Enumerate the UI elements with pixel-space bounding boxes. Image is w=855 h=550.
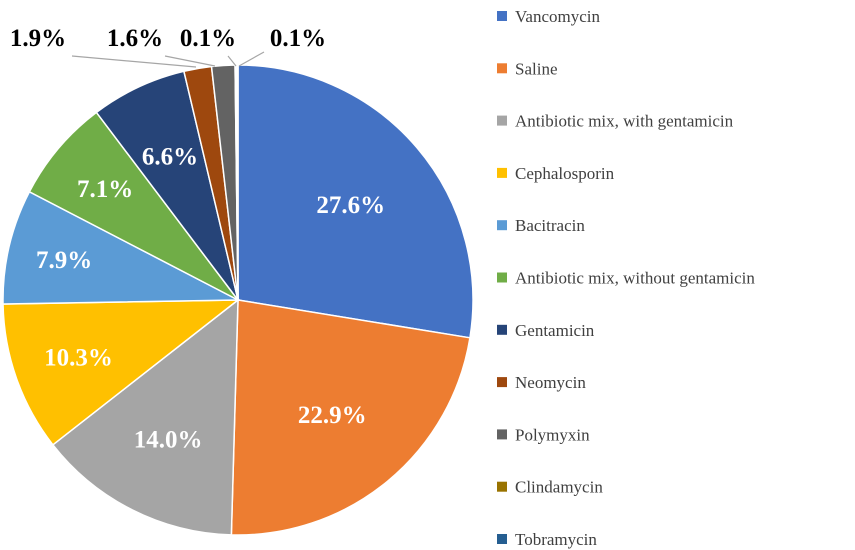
legend-swatch-antibiotic-mix-with-gentamicin (497, 115, 507, 126)
legend-swatch-cephalosporin (497, 167, 507, 178)
legend-label-neomycin: Neomycin (515, 373, 586, 392)
legend-swatch-bacitracin (497, 220, 507, 231)
pie-slices (2, 64, 474, 536)
legend-swatch-saline (497, 63, 507, 74)
legend-label-cephalosporin: Cephalosporin (515, 164, 615, 183)
legend-swatch-polymyxin (497, 429, 507, 440)
slice-label-vancomycin: 27.6% (316, 192, 385, 219)
slice-label-clindamycin: 0.1% (180, 25, 236, 52)
leader-line-tobramycin (238, 51, 265, 67)
legend-swatch-antibiotic-mix-without-gentamicin (497, 272, 507, 283)
pie-slice-tobramycin (235, 64, 239, 301)
pie-slice-antibiotic-mix-with-gentamicin (51, 298, 239, 536)
legend-swatch-vancomycin (497, 11, 507, 21)
slice-label-cephalosporin: 10.3% (44, 345, 113, 372)
legend-swatch-neomycin (497, 377, 507, 388)
pie-slice-saline (230, 299, 471, 536)
legend: Vancomycin Saline Antibiotic mix, with gen… (497, 7, 755, 549)
slice-label-antibiotic-mix-with-gentamicin: 14.0% (134, 426, 203, 453)
pie-slice-cephalosporin (2, 299, 241, 446)
leader-line-clindamycin (227, 55, 237, 67)
slice-label-antibiotic-mix-without-gentamicin: 7.1% (77, 176, 133, 203)
slice-label-gentamicin: 6.6% (142, 143, 198, 170)
leader-lines (71, 51, 265, 68)
legend-label-gentamicin: Gentamicin (515, 321, 595, 340)
legend-label-bacitracin: Bacitracin (515, 216, 585, 235)
leader-line-neomycin (71, 55, 197, 68)
slice-label-tobramycin: 0.1% (270, 25, 326, 52)
slice-label-neomycin: 1.9% (10, 25, 66, 52)
legend-label-antibiotic-mix-with-gentamicin: Antibiotic mix, with gentamicin (515, 112, 734, 131)
slice-label-bacitracin: 7.9% (36, 247, 92, 274)
legend-label-clindamycin: Clindamycin (515, 478, 603, 497)
slice-label-saline: 22.9% (298, 402, 367, 429)
pie-slice-vancomycin (237, 64, 474, 339)
legend-swatch-gentamicin (497, 324, 507, 335)
leader-line-polymyxin (164, 55, 216, 67)
legend-label-vancomycin: Vancomycin (515, 7, 600, 26)
legend-label-tobramycin: Tobramycin (515, 530, 597, 549)
legend-label-saline: Saline (515, 59, 558, 78)
legend-label-antibiotic-mix-without-gentamicin: Antibiotic mix, without gentamicin (515, 269, 755, 288)
slice-labels: 27.6% 22.9% 14.0% 10.3% 7.9% 7.1% 6.6% 1.9% 1.6%… (10, 25, 385, 453)
pie-slice-antibiotic-mix-without-gentamicin (28, 111, 239, 301)
legend-label-polymyxin: Polymyxin (515, 425, 590, 444)
slice-label-polymyxin: 1.6% (107, 25, 163, 52)
legend-swatch-tobramycin (497, 534, 507, 544)
legend-swatch-clindamycin (497, 481, 507, 492)
pie-slice-bacitracin (2, 190, 239, 305)
